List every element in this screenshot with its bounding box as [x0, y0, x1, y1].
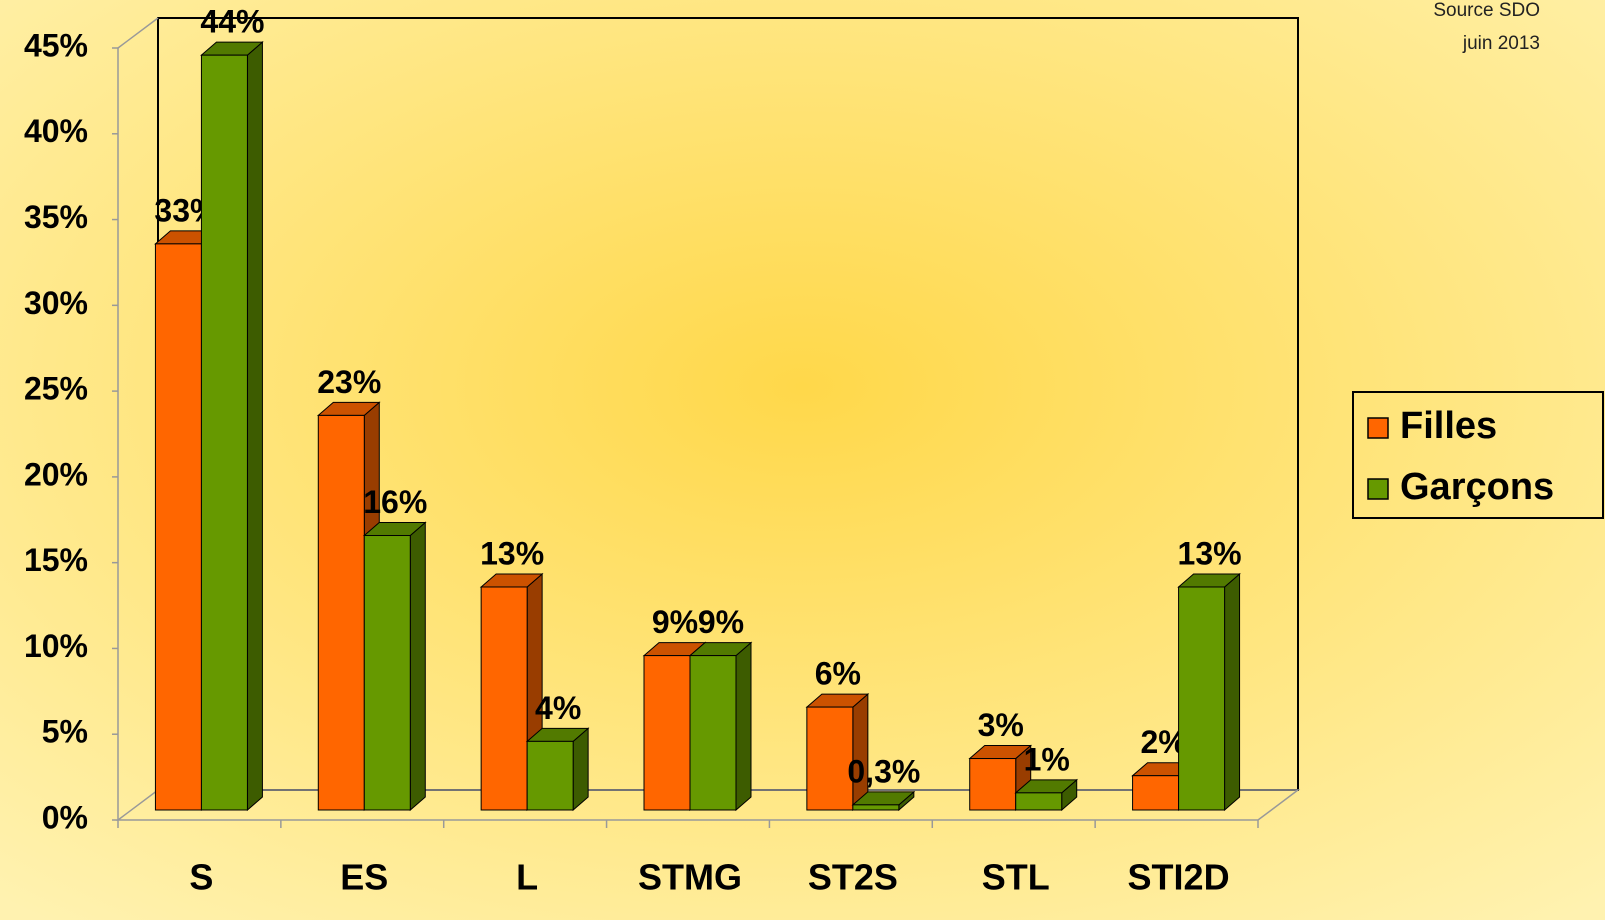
legend-label: Filles	[1400, 405, 1497, 447]
bar-face	[852, 692, 869, 812]
y-tick-label: 25%	[24, 371, 88, 407]
bar	[200, 41, 264, 812]
y-tick-label: 5%	[42, 714, 88, 750]
data-label: 0,3%	[847, 753, 920, 789]
bar-face	[1132, 775, 1180, 811]
bar-face	[409, 521, 426, 812]
x-tick-label: STMG	[638, 857, 742, 898]
bar	[525, 727, 590, 812]
floor	[115, 789, 1301, 821]
bar-face	[852, 804, 900, 811]
data-label: 9%	[652, 604, 698, 640]
x-tick-label: STI2D	[1128, 857, 1230, 898]
y-tick-label: 10%	[24, 628, 88, 664]
bar-face	[154, 243, 202, 811]
y-tick-label: 40%	[24, 113, 88, 149]
side-edge	[117, 17, 159, 49]
bar-face	[1224, 572, 1241, 812]
bar-face	[1178, 586, 1226, 811]
y-tick-label: 15%	[24, 542, 88, 578]
bar-face	[689, 655, 737, 811]
x-tick-label: S	[189, 857, 213, 898]
bar-face	[526, 740, 574, 811]
bar-face	[643, 655, 691, 811]
data-label: 9%	[698, 604, 744, 640]
bar	[362, 521, 427, 812]
y-tick-label: 20%	[24, 456, 88, 492]
y-tick-label: 0%	[42, 799, 88, 835]
bar	[1177, 572, 1241, 812]
data-label: 6%	[815, 656, 861, 692]
data-label: 1%	[1024, 741, 1070, 777]
legend	[1352, 391, 1604, 519]
bar	[688, 641, 753, 812]
data-label: 16%	[363, 484, 427, 520]
bar	[1014, 778, 1079, 812]
x-tick-label: ST2S	[808, 857, 898, 898]
data-label: 3%	[978, 707, 1024, 743]
bar	[851, 790, 916, 812]
data-label: 13%	[480, 535, 544, 571]
data-label: 13%	[1178, 535, 1242, 571]
data-label: 44%	[200, 4, 264, 40]
bar-face	[317, 414, 365, 811]
data-label: 23%	[317, 364, 381, 400]
y-tick-label: 45%	[24, 27, 88, 63]
legend-label: Garçons	[1400, 466, 1554, 508]
bar-face	[200, 54, 248, 811]
legend-swatch	[1367, 417, 1389, 439]
bar-face	[806, 706, 854, 811]
bar	[805, 692, 870, 812]
bar-face	[246, 41, 263, 812]
bar-face	[969, 758, 1017, 811]
x-tick-label: L	[516, 857, 538, 898]
bar-face	[480, 586, 528, 811]
data-label: 4%	[535, 690, 581, 726]
y-tick-label: 30%	[24, 285, 88, 321]
y-tick-label: 35%	[24, 199, 88, 235]
bar-face	[363, 535, 411, 811]
x-tick-label: STL	[982, 857, 1050, 898]
legend-swatch	[1367, 478, 1389, 500]
x-tick-label: ES	[340, 857, 388, 898]
source: juin 2013	[1462, 33, 1540, 54]
bar-face	[735, 641, 752, 812]
bar-face	[1015, 792, 1063, 811]
source: Source SDO	[1433, 0, 1540, 21]
bar	[968, 744, 1033, 812]
bar-face	[572, 727, 589, 812]
